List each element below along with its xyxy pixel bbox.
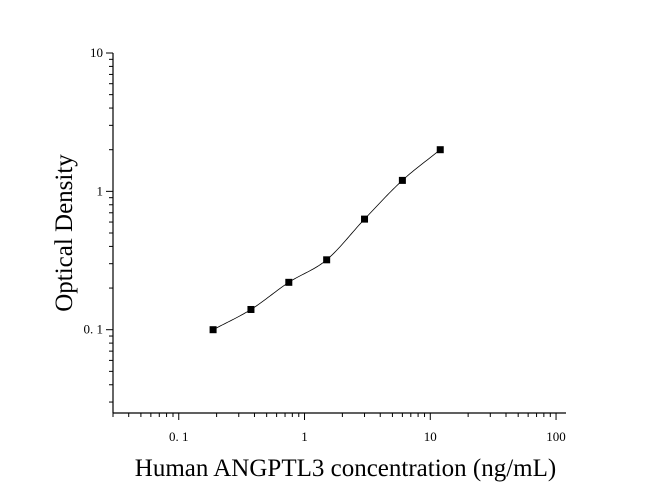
data-point [209, 326, 217, 334]
x-tick-label: 10 [424, 429, 437, 444]
data-point [285, 278, 293, 286]
y-ticks: 0. 1 1 10 [84, 45, 113, 403]
data-point [323, 256, 331, 264]
data-point [436, 146, 444, 154]
fit-curve [212, 149, 441, 331]
axes [112, 53, 566, 414]
data-point [247, 305, 255, 313]
data-point [398, 176, 406, 184]
y-axis-title: Optical Density [51, 154, 78, 312]
data-points [209, 146, 444, 334]
x-tick-label: 0. 1 [169, 429, 189, 444]
x-ticks: 0. 1 1 10 100 [112, 413, 566, 444]
x-tick-label: 1 [301, 429, 308, 444]
x-axis-title: Human ANGPTL3 concentration (ng/mL) [135, 455, 556, 482]
y-tick-label: 0. 1 [84, 322, 104, 337]
y-tick-label: 10 [90, 45, 103, 60]
x-tick-label: 100 [546, 429, 566, 444]
y-tick-label: 1 [97, 183, 104, 198]
data-point [361, 215, 369, 223]
